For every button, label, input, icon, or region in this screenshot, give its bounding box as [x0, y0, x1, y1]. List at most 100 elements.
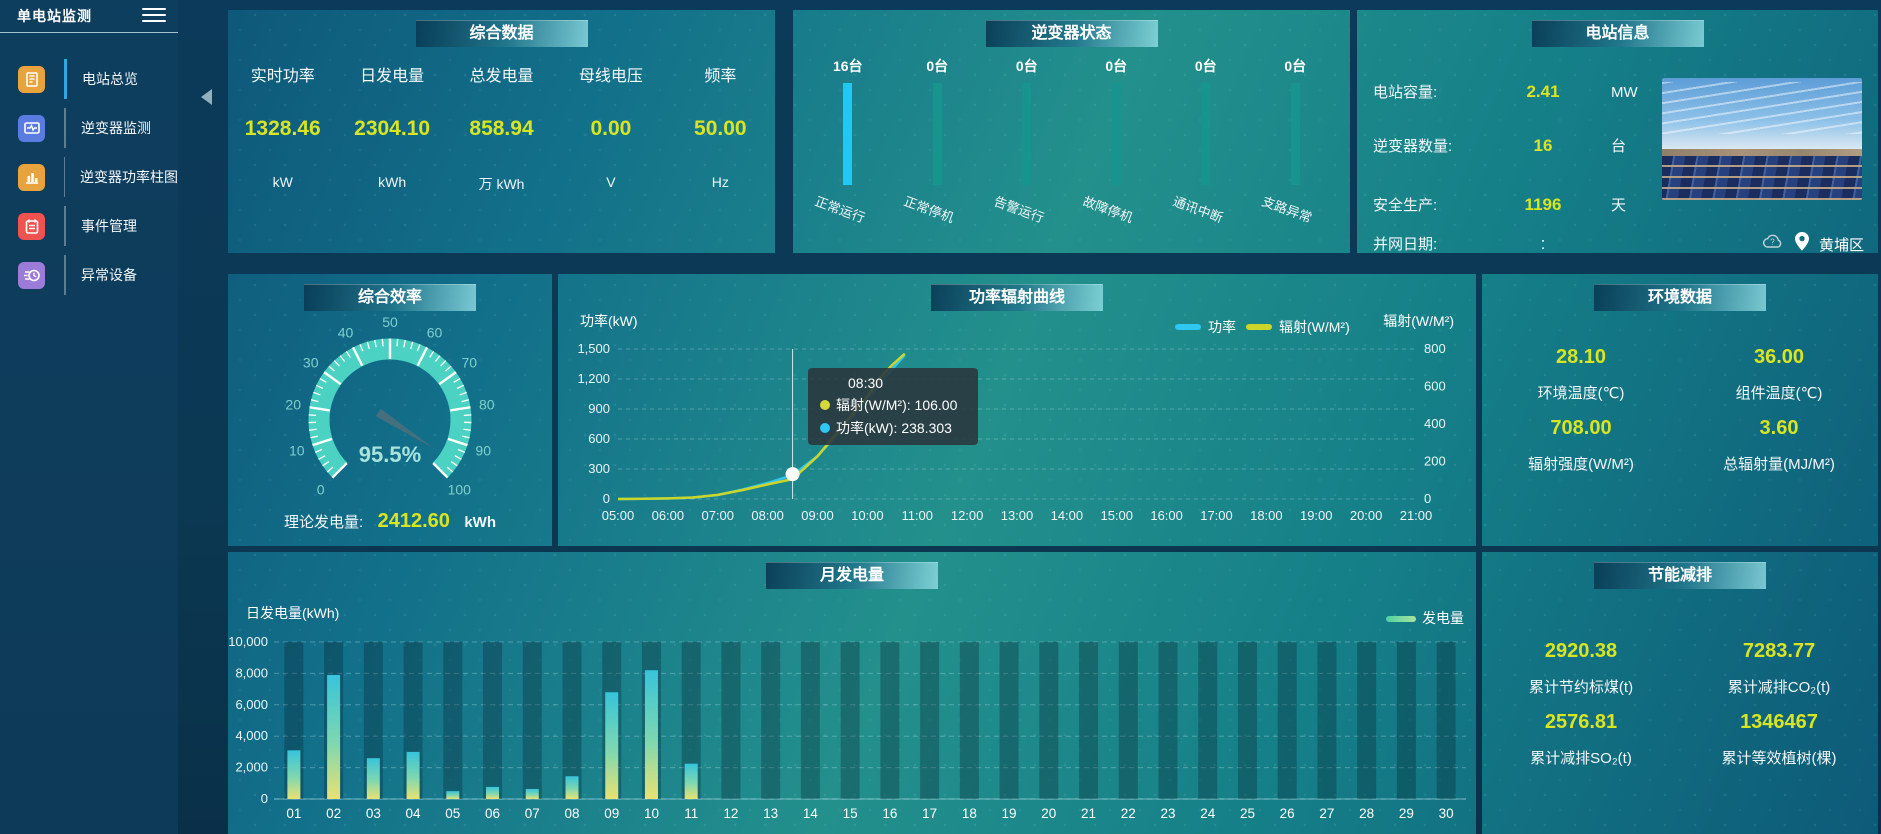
generation-bar-day-11: [684, 763, 698, 799]
svg-text:900: 900: [588, 401, 610, 416]
generation-bar-day-07: [525, 788, 539, 799]
svg-text:05: 05: [445, 806, 460, 821]
collapse-panel-arrow-icon[interactable]: [201, 89, 212, 105]
inverter-status-panel-title: 逆变器状态: [985, 20, 1158, 47]
generation-bar-day-08: [565, 776, 579, 799]
station-photo: [1662, 78, 1862, 200]
svg-text:400: 400: [1424, 416, 1446, 431]
svg-text:29: 29: [1399, 806, 1414, 821]
svg-text:60: 60: [427, 325, 443, 341]
svg-text:14:00: 14:00: [1051, 508, 1084, 523]
inverter-status-item: 0台 支路异常: [1260, 58, 1315, 226]
svg-text:12: 12: [723, 806, 738, 821]
svg-text:18: 18: [962, 806, 977, 821]
svg-text:1,500: 1,500: [577, 341, 610, 356]
sidebar: 单电站监测 电站总览 逆变器监测 逆变器功率柱图 事件管理 异常设备: [0, 0, 178, 834]
svg-text:23: 23: [1160, 806, 1175, 821]
svg-text:95.5%: 95.5%: [359, 442, 421, 467]
svg-text:40: 40: [338, 325, 354, 341]
sidebar-item-4[interactable]: 事件管理: [0, 204, 178, 248]
summary-metric: 频率 50.00 Hz: [694, 68, 747, 190]
svg-text:10:00: 10:00: [851, 508, 884, 523]
sidebar-item-label: 逆变器功率柱图: [80, 169, 178, 185]
svg-text:20:00: 20:00: [1350, 508, 1383, 523]
svg-text:20: 20: [1041, 806, 1056, 821]
svg-text:16:00: 16:00: [1150, 508, 1183, 523]
generation-bar-day-05: [446, 791, 460, 799]
svg-text:08:00: 08:00: [751, 508, 784, 523]
sidebar-item-3[interactable]: 逆变器功率柱图: [0, 155, 178, 199]
inverter-status-item: 0台 告警运行: [991, 58, 1046, 226]
hamburger-menu-icon[interactable]: [142, 8, 166, 25]
menu-divider: [64, 108, 66, 148]
monthly-generation-chart[interactable]: 日发电量(kWh) 发电量 0 2,000 4,000 6,000 8,000 10,000 0…: [228, 552, 1476, 834]
svg-text:22: 22: [1121, 806, 1136, 821]
power-radiation-chart[interactable]: 功率(kW) 辐射(W/M²) 功率 辐射(W/M²) 0 300 600 900 1,200 1…: [558, 274, 1476, 546]
svg-text:28: 28: [1359, 806, 1374, 821]
station-info-row: 并网日期::: [1373, 234, 1546, 253]
svg-text:辐射(W/M²): 辐射(W/M²): [1279, 319, 1350, 335]
svg-text:90: 90: [475, 442, 491, 458]
monthly-generation-panel-title: 月发电量: [766, 562, 938, 589]
sidebar-item-5[interactable]: 异常设备: [0, 253, 178, 297]
menu-divider: [64, 206, 66, 246]
abnormal-device-icon: [18, 261, 45, 289]
sidebar-item-label: 异常设备: [81, 267, 137, 283]
inverter-status-item: 0台 通讯中断: [1170, 58, 1225, 226]
svg-text:0: 0: [261, 791, 268, 806]
weather-cloud-icon[interactable]: ?: [1761, 233, 1785, 256]
svg-text:27: 27: [1319, 806, 1334, 821]
station-info-row: 安全生产: 1196 天: [1373, 195, 1627, 214]
svg-text:?: ?: [1770, 237, 1775, 246]
inverter-power-bars-icon: [18, 163, 45, 191]
metric-cell: 7283.77 累计减排CO₂(t): [1727, 640, 1831, 696]
svg-text:70: 70: [461, 354, 477, 370]
summary-metric: 总发电量 858.94 万 kWh: [469, 68, 534, 192]
svg-text:10: 10: [644, 806, 659, 821]
svg-text:0: 0: [317, 481, 325, 497]
generation-bar-day-02: [327, 674, 341, 799]
sidebar-item-1[interactable]: 电站总览: [0, 57, 178, 101]
svg-text:50: 50: [382, 314, 398, 330]
theoretical-generation-unit: kWh: [464, 514, 497, 531]
svg-text:17: 17: [922, 806, 937, 821]
svg-text:16: 16: [882, 806, 897, 821]
metric-cell: 3.60 总辐射量(MJ/M²): [1723, 417, 1835, 473]
metric-cell: 708.00 辐射强度(W/M²): [1528, 417, 1634, 473]
summary-panel: 综合数据 实时功率 1328.46 kW 日发电量 2304.10 kWh 总发电量 858.…: [228, 10, 775, 253]
svg-text:07: 07: [525, 806, 540, 821]
svg-text:30: 30: [303, 354, 319, 370]
station-info-row: 电站容量: 2.41 MW: [1373, 82, 1638, 101]
svg-text:300: 300: [588, 461, 610, 476]
inverter-status-chart[interactable]: 16台 正常运行 0台 正常停机 0台 告警运行 0台 故障停机 0台 通讯中断 0台 支路异常: [793, 10, 1350, 226]
svg-text:发电量: 发电量: [1422, 610, 1464, 626]
svg-text:19:00: 19:00: [1300, 508, 1333, 523]
svg-text:4,000: 4,000: [235, 728, 268, 743]
svg-text:15: 15: [843, 806, 858, 821]
summary-metrics: 实时功率 1328.46 kW 日发电量 2304.10 kWh 总发电量 858.94 万 k…: [228, 10, 775, 194]
sidebar-item-2[interactable]: 逆变器监测: [0, 106, 178, 150]
menu-divider: [64, 59, 67, 99]
svg-text:30: 30: [1439, 806, 1454, 821]
theoretical-generation-value: 2412.60: [377, 510, 450, 532]
svg-text:10: 10: [289, 442, 305, 458]
svg-text:09: 09: [604, 806, 619, 821]
metric-cell: 2576.81 累计减排SO₂(t): [1530, 711, 1632, 767]
svg-text:09:00: 09:00: [801, 508, 834, 523]
summary-panel-title: 综合数据: [415, 20, 588, 47]
location-pin-icon[interactable]: [1794, 232, 1809, 256]
efficiency-gauge-chart[interactable]: 0 10 20 30 40 50 60 70 80 90 100 95.5%: [228, 302, 552, 507]
station-location: 黄埔区: [1818, 236, 1864, 254]
svg-text:8,000: 8,000: [235, 665, 268, 680]
sidebar-item-label: 事件管理: [81, 218, 137, 234]
svg-text:20: 20: [285, 397, 301, 413]
svg-text:07:00: 07:00: [701, 508, 734, 523]
theoretical-generation-label: 理论发电量:: [283, 514, 364, 531]
svg-text:08: 08: [564, 806, 579, 821]
svg-text:功率: 功率: [1208, 319, 1236, 335]
inverter-status-item: 0台 正常停机: [902, 58, 957, 226]
station-info-panel: 电站信息 电站容量: 2.41 MW 逆变器数量: 16 台安全生产: 1196 天并网日期:…: [1357, 10, 1878, 256]
tooltip-time: 08:30: [848, 375, 884, 391]
chart-tooltip: 08:30 辐射(W/M²): 106.00 功率(kW): 238.303: [808, 368, 978, 445]
monthly-generation-panel: 日发电量(kWh) 发电量 0 2,000 4,000 6,000 8,000 10,000 0…: [228, 552, 1476, 834]
